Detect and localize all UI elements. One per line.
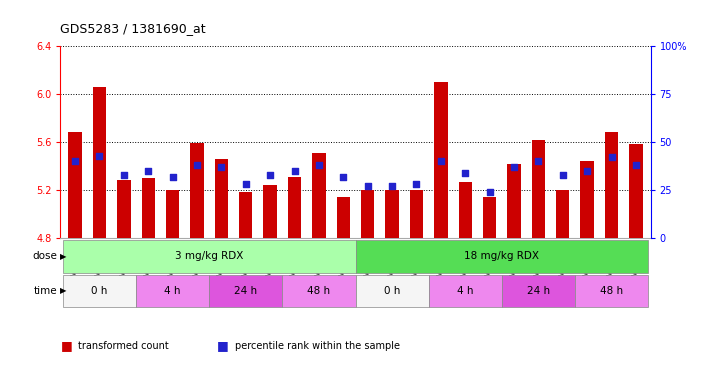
- Bar: [361, 190, 375, 238]
- Point: [240, 181, 252, 187]
- Text: 3 mg/kg RDX: 3 mg/kg RDX: [175, 251, 243, 262]
- Text: 4 h: 4 h: [164, 286, 181, 296]
- Text: ▶: ▶: [60, 286, 66, 295]
- Point: [582, 168, 593, 174]
- Bar: [264, 185, 277, 238]
- Bar: [385, 190, 399, 238]
- Point: [118, 172, 129, 178]
- Point: [215, 164, 227, 170]
- Point: [386, 183, 397, 189]
- Bar: [483, 197, 496, 238]
- Text: 24 h: 24 h: [527, 286, 550, 296]
- Point: [533, 158, 544, 164]
- Point: [142, 168, 154, 174]
- Text: 0 h: 0 h: [91, 286, 107, 296]
- Text: dose: dose: [32, 251, 57, 262]
- Bar: [410, 190, 423, 238]
- Bar: [580, 161, 594, 238]
- Bar: [356, 275, 429, 307]
- Point: [435, 158, 447, 164]
- Bar: [434, 82, 447, 238]
- Bar: [605, 132, 619, 238]
- Point: [362, 183, 373, 189]
- Text: 48 h: 48 h: [600, 286, 623, 296]
- Bar: [288, 177, 301, 238]
- Bar: [508, 164, 520, 238]
- Point: [191, 162, 203, 168]
- Point: [338, 174, 349, 180]
- Bar: [191, 143, 203, 238]
- Bar: [117, 180, 131, 238]
- Text: 18 mg/kg RDX: 18 mg/kg RDX: [464, 251, 540, 262]
- Bar: [532, 140, 545, 238]
- Point: [411, 181, 422, 187]
- Bar: [556, 190, 570, 238]
- Bar: [92, 87, 106, 238]
- Bar: [336, 197, 350, 238]
- Point: [314, 162, 325, 168]
- Text: ■: ■: [60, 339, 73, 352]
- Bar: [312, 153, 326, 238]
- Point: [264, 172, 276, 178]
- Bar: [136, 275, 209, 307]
- Bar: [63, 275, 136, 307]
- Point: [167, 174, 178, 180]
- Text: 0 h: 0 h: [384, 286, 400, 296]
- Bar: [239, 192, 252, 238]
- Text: 48 h: 48 h: [307, 286, 331, 296]
- Text: ■: ■: [217, 339, 229, 352]
- Point: [94, 152, 105, 159]
- Bar: [63, 240, 356, 273]
- Bar: [429, 275, 502, 307]
- Point: [630, 162, 641, 168]
- Bar: [68, 132, 82, 238]
- Bar: [629, 144, 643, 238]
- Text: GDS5283 / 1381690_at: GDS5283 / 1381690_at: [60, 22, 206, 35]
- Text: percentile rank within the sample: percentile rank within the sample: [235, 341, 400, 351]
- Point: [289, 168, 300, 174]
- Text: transformed count: transformed count: [78, 341, 169, 351]
- Text: ▶: ▶: [60, 252, 66, 261]
- Point: [70, 158, 81, 164]
- Text: 24 h: 24 h: [234, 286, 257, 296]
- Bar: [502, 275, 575, 307]
- Point: [508, 164, 520, 170]
- Bar: [166, 190, 179, 238]
- Text: 4 h: 4 h: [457, 286, 474, 296]
- Bar: [575, 275, 648, 307]
- Point: [459, 170, 471, 176]
- Point: [606, 154, 617, 161]
- Bar: [215, 159, 228, 238]
- Bar: [209, 275, 282, 307]
- Point: [557, 172, 569, 178]
- Bar: [141, 178, 155, 238]
- Bar: [356, 240, 648, 273]
- Bar: [282, 275, 356, 307]
- Bar: [459, 182, 472, 238]
- Point: [484, 189, 496, 195]
- Text: time: time: [33, 286, 57, 296]
